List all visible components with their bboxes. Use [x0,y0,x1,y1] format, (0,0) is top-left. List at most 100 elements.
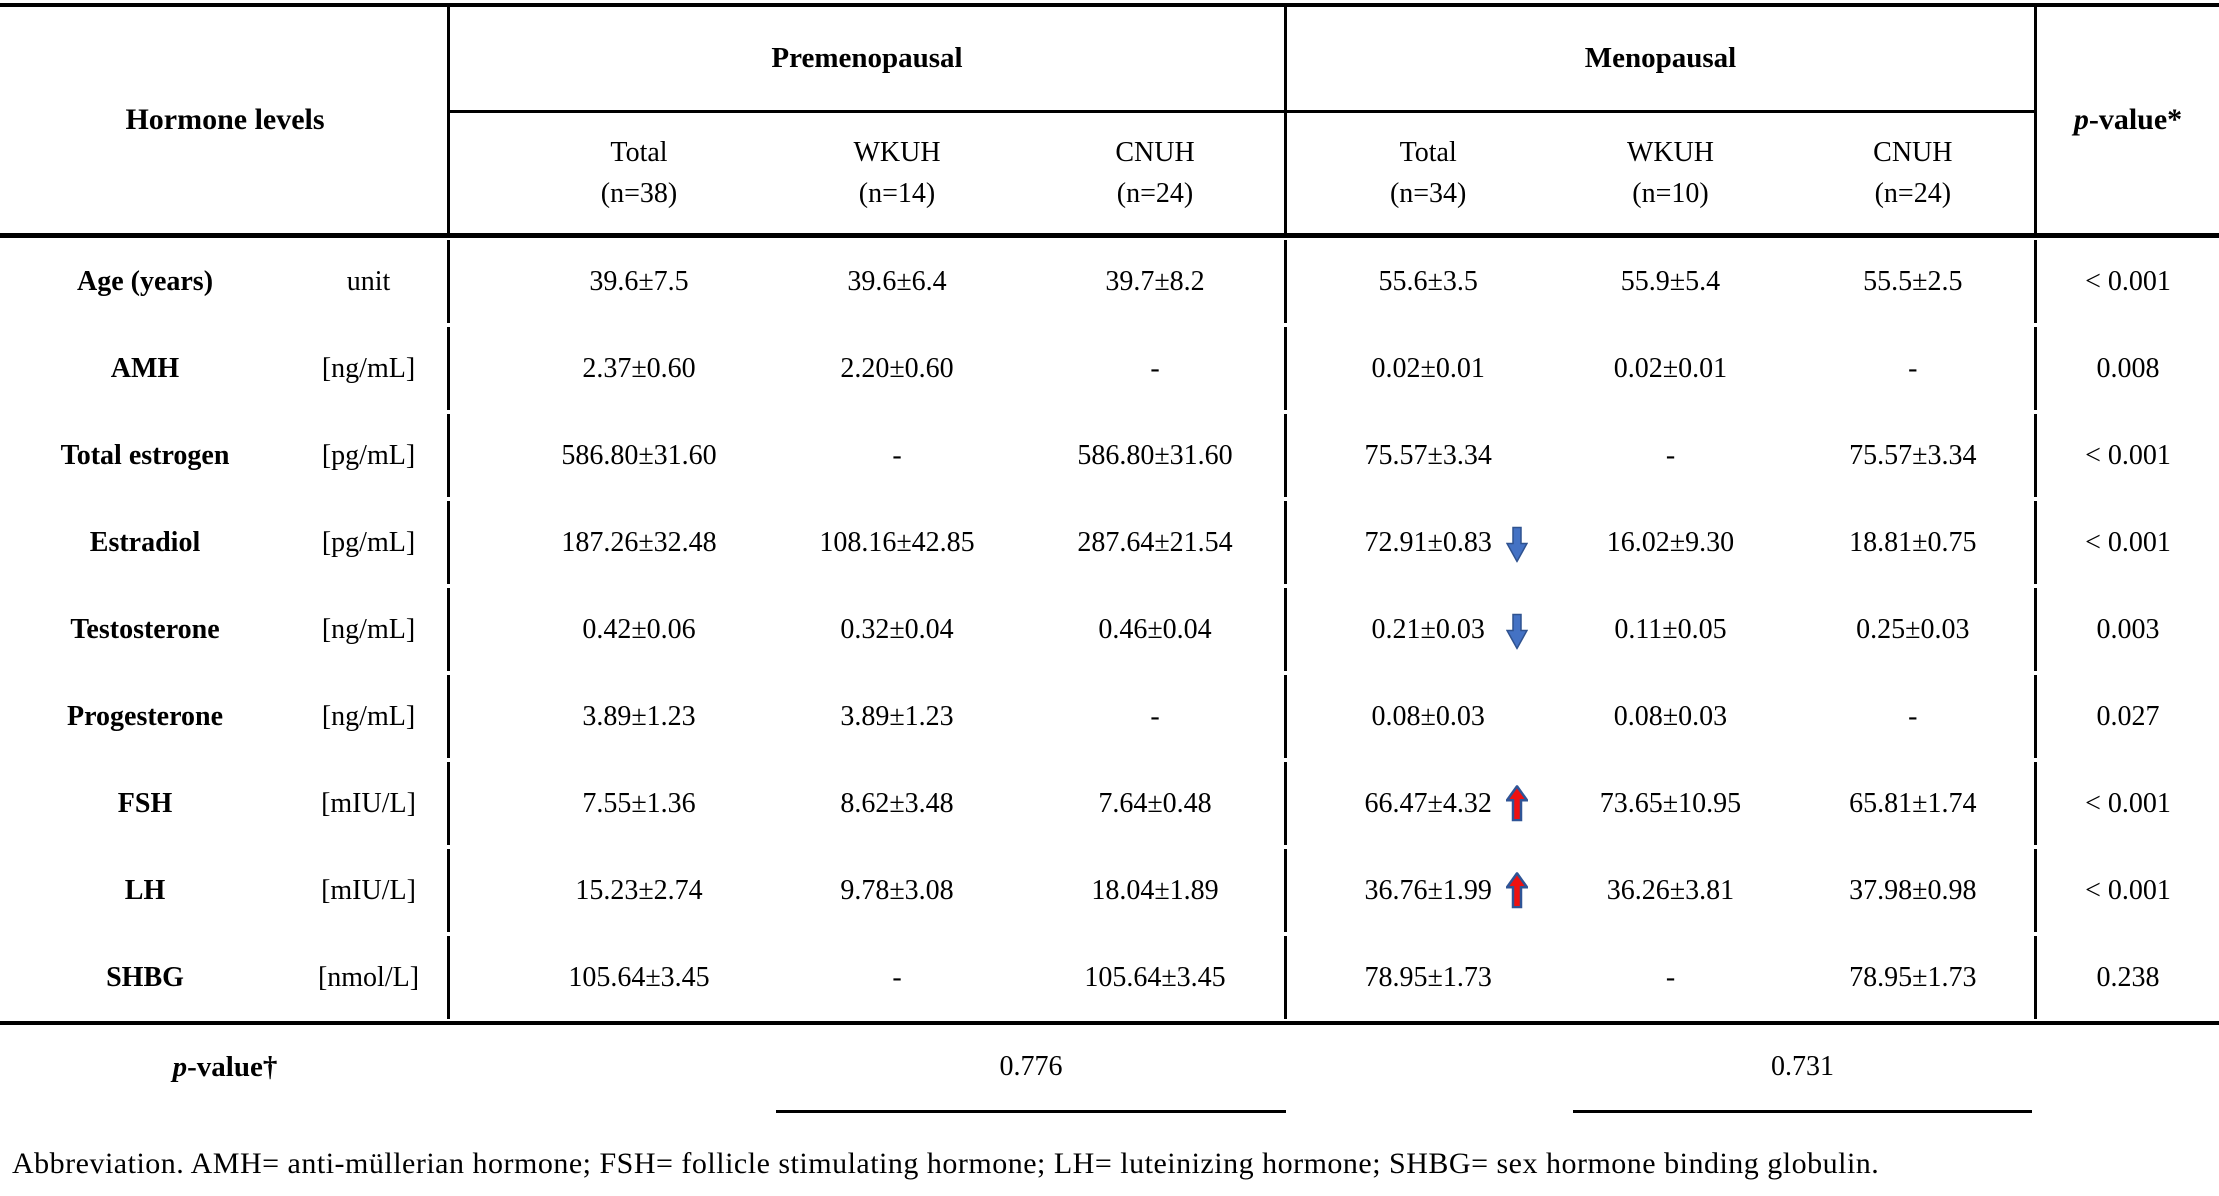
premenopausal-cells: 3.89±1.23 3.89±1.23 - [450,675,1287,758]
row-label: SHBG [106,961,184,993]
row-label: Estradiol [89,526,201,558]
menopausal-cells: 0.02±0.01 0.02±0.01 - [1287,327,2037,410]
row-label: FSH [117,787,173,819]
column-divider [1284,7,1287,233]
subcol-name: Total [610,137,668,168]
row-unit: [pg/mL] [290,414,450,497]
subheader-meno-wkuh: WKUH (n=10) [1549,113,1791,233]
cell-pre-cnuh: - [1150,352,1160,384]
cell-meno-wkuh: 0.02±0.01 [1613,352,1728,384]
subheader-pre-cnuh: CNUH (n=24) [1026,113,1284,233]
cell-meno-cnuh: 65.81±1.74 [1849,787,1977,819]
cell-meno-wkuh: - [1665,439,1676,471]
footer-underline-premenopausal [776,1110,1286,1113]
menopausal-cells: 66.47±4.32 73.65±10.95 65.81±1.74 [1287,762,2037,845]
premenopausal-cells: 15.23±2.74 9.78±3.08 18.04±1.89 [450,849,1287,932]
table-row-lh: LH [mIU/L] 15.23±2.74 9.78±3.08 18.04±1.… [0,849,2219,932]
header-hormone-levels: Hormone levels [125,103,325,136]
cell-pre-wkuh: 2.20±0.60 [840,352,954,384]
cell-p-value: < 0.001 [2085,787,2171,819]
cell-p-value: < 0.001 [2085,439,2171,471]
cell-meno-total: 78.95±1.73 [1364,961,1492,993]
menopausal-cells: 36.76±1.99 36.26±3.81 37.98±0.98 [1287,849,2037,932]
cell-p-value: 0.238 [2096,961,2160,993]
footer-premenopausal-p-value: 0.776 [999,1051,1063,1082]
subcol-n: (n=34) [1389,178,1467,209]
column-divider [2034,7,2037,233]
cell-pre-cnuh: - [1150,700,1160,732]
cell-meno-wkuh: 16.02±9.30 [1606,526,1735,558]
cell-pre-total: 105.64±3.45 [568,961,710,993]
cell-pre-wkuh: - [892,439,902,471]
row-label: AMH [110,352,180,384]
cell-pre-wkuh: 8.62±3.48 [840,787,954,819]
cell-value: 36.76±1.99 [1364,874,1492,906]
table-row-age: Age (years) unit 39.6±7.5 39.6±6.4 39.7±… [0,240,2219,323]
table-top-border [0,3,2219,7]
column-divider [447,7,450,233]
cell-pre-wkuh: 39.6±6.4 [847,265,947,297]
cell-meno-total: 0.02±0.01 [1371,352,1485,384]
cell-pre-cnuh: 18.04±1.89 [1091,874,1219,906]
premenopausal-cells: 105.64±3.45 - 105.64±3.45 [450,936,1287,1019]
premenopausal-cells: 0.42±0.06 0.32±0.04 0.46±0.04 [450,588,1287,671]
row-unit: [mIU/L] [290,762,450,845]
subcol-name: CNUH [1115,137,1195,168]
cell-pre-wkuh: - [892,961,902,993]
cell-value: 72.91±0.83 [1364,526,1492,558]
cell-pre-total: 0.42±0.06 [582,613,696,645]
header-bottom-border [0,233,2219,238]
subheader-premenopausal: Total (n=38) WKUH (n=14) CNUH (n=24) [450,113,1284,233]
row-unit: [mIU/L] [290,849,450,932]
subcol-n: (n=24) [1116,178,1194,209]
subheader-pre-total: Total (n=38) [510,113,768,233]
cell-meno-cnuh: 0.25±0.03 [1856,613,1970,645]
table-body: Age (years) unit 39.6±7.5 39.6±6.4 39.7±… [0,238,2219,1021]
menopausal-cells: 0.21±0.03 0.11±0.05 0.25±0.03 [1287,588,2037,671]
cell-meno-cnuh: 78.95±1.73 [1849,961,1977,993]
header-group-menopausal: Menopausal [1584,42,1737,74]
menopausal-cells: 72.91±0.83 16.02±9.30 18.81±0.75 [1287,501,2037,584]
row-label: Testosterone [70,613,220,645]
up-arrow-icon [1506,871,1529,908]
cell-meno-cnuh: 37.98±0.98 [1849,874,1977,906]
cell-p-value: < 0.001 [2085,265,2171,297]
cell-p-value: 0.003 [2096,613,2160,645]
menopausal-cells: 0.08±0.03 0.08±0.03 - [1287,675,2037,758]
cell-meno-cnuh: - [1908,352,1918,384]
table-row-estradiol: Estradiol [pg/mL] 187.26±32.48 108.16±42… [0,501,2219,584]
cell-meno-cnuh: 55.5±2.5 [1863,265,1963,297]
menopausal-cells: 75.57±3.34 - 75.57±3.34 [1287,414,2037,497]
cell-pre-cnuh: 287.64±21.54 [1077,526,1233,558]
cell-meno-cnuh: 75.57±3.34 [1849,439,1977,471]
cell-pre-wkuh: 9.78±3.08 [840,874,954,906]
row-unit: [pg/mL] [290,501,450,584]
cell-p-value: 0.008 [2096,352,2160,384]
cell-pre-total: 7.55±1.36 [582,787,696,819]
cell-pre-wkuh: 0.32±0.04 [840,613,954,645]
p-italic: p [172,1050,188,1083]
cell-meno-total: 0.21±0.03 [1307,588,1549,671]
header-group-premenopausal: Premenopausal [771,42,963,74]
row-label: LH [124,874,166,906]
cell-p-value: 0.027 [2096,700,2160,732]
cell-meno-wkuh: 0.11±0.05 [1614,613,1727,645]
cell-value: 66.47±4.32 [1364,787,1492,819]
header-p-value-column: p -value* [2037,7,2219,233]
cell-p-value: < 0.001 [2085,874,2171,906]
table-row-progesterone: Progesterone [ng/mL] 3.89±1.23 3.89±1.23… [0,675,2219,758]
cell-pre-total: 586.80±31.60 [561,439,717,471]
cell-pre-cnuh: 105.64±3.45 [1084,961,1226,993]
table-row-testosterone: Testosterone [ng/mL] 0.42±0.06 0.32±0.04… [0,588,2219,671]
subcol-name: CNUH [1873,137,1953,168]
subheader-menopausal: Total (n=34) WKUH (n=10) CNUH (n=24) [1287,113,2034,233]
cell-pre-total: 187.26±32.48 [561,526,717,558]
cell-pre-cnuh: 586.80±31.60 [1077,439,1233,471]
cell-meno-total: 0.08±0.03 [1371,700,1485,732]
abbreviation-note: Abbreviation. AMH= anti-müllerian hormon… [12,1147,1880,1180]
premenopausal-cells: 39.6±7.5 39.6±6.4 39.7±8.2 [450,240,1287,323]
p-rest: -value† [187,1050,278,1083]
row-unit: unit [290,240,450,323]
subcol-name: WKUH [1626,137,1715,168]
